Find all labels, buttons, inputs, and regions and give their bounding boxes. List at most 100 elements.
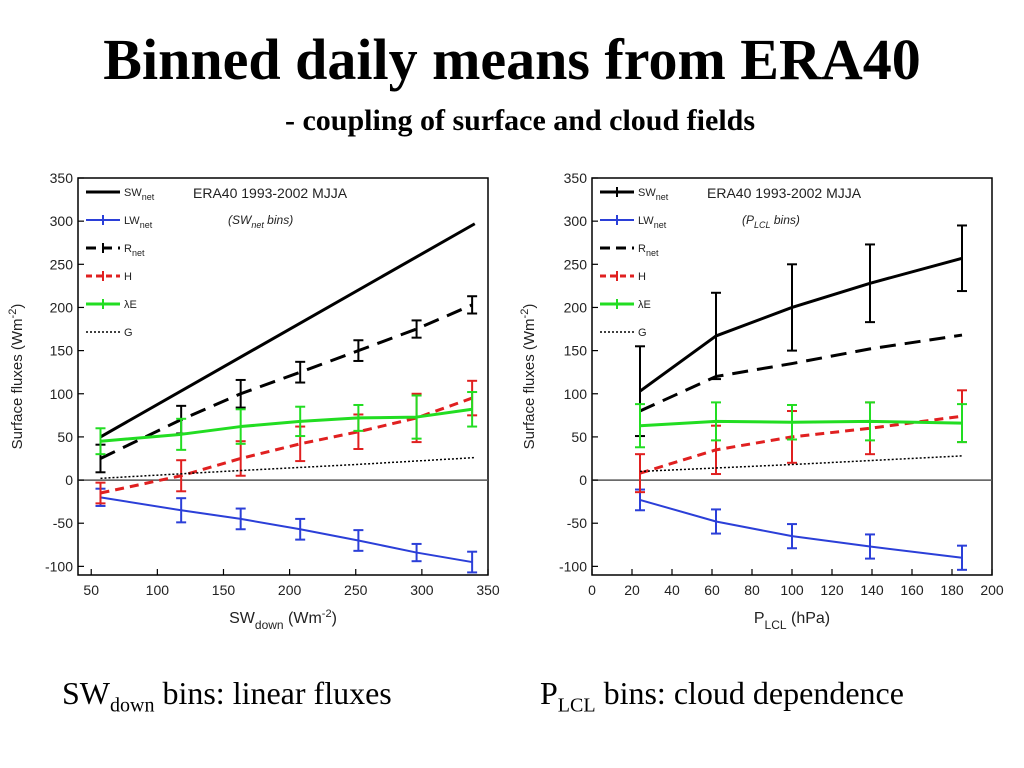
right-chart-ytick-label: 0 bbox=[579, 472, 587, 488]
left-chart-series-lambdae-errorbar bbox=[235, 408, 246, 445]
right-chart-series-swnet-errorbar bbox=[957, 224, 967, 293]
right-chart-series-lwnet-errorbar bbox=[865, 533, 875, 560]
right-chart-series-lwnet-errorbar bbox=[711, 508, 721, 535]
left-chart-ytick-label: 250 bbox=[50, 256, 74, 272]
right-chart-series-lambdae-errorbar bbox=[711, 401, 721, 442]
caption-swdown-rest: bins: linear fluxes bbox=[154, 675, 392, 711]
caption-plcl: PLCL bins: cloud dependence bbox=[540, 675, 904, 717]
right-chart-xtick-label: 180 bbox=[940, 582, 964, 598]
chart-swdown-bins: -100 -50 0 50 100 150 200 250 300 350 50 100 150 200 2… bbox=[7, 170, 500, 632]
right-chart-xtick-label: 40 bbox=[664, 582, 680, 598]
left-chart-series-lambdae-errorbar bbox=[95, 427, 106, 456]
caption-plcl-main: P bbox=[540, 675, 558, 711]
left-chart-ytick-label: -50 bbox=[53, 515, 73, 531]
right-chart-ytick-label: 150 bbox=[564, 343, 588, 359]
right-chart-series-swnet-errorbar bbox=[787, 263, 797, 352]
left-chart-bins-label: (SWnet bins) bbox=[228, 213, 293, 230]
right-chart-ytick-label: -50 bbox=[567, 515, 587, 531]
caption-plcl-sub: LCL bbox=[557, 694, 596, 717]
right-chart-series-lambdae-errorbar bbox=[957, 403, 967, 444]
right-chart-series-lambdae-errorbar bbox=[635, 403, 645, 449]
caption-swdown-sub: down bbox=[110, 694, 155, 717]
right-chart-series-g-legend-label: G bbox=[638, 327, 647, 339]
left-chart-ytick-label: 0 bbox=[65, 472, 73, 488]
left-chart-ylabel: Surface fluxes (Wm-2) bbox=[7, 304, 26, 450]
right-chart-xtick-label: 140 bbox=[860, 582, 884, 598]
left-chart-xtick-label: 50 bbox=[83, 582, 99, 598]
right-chart-ylabel: Surface fluxes (Wm-2) bbox=[519, 304, 538, 450]
page-subtitle: - coupling of surface and cloud fields bbox=[284, 104, 756, 137]
right-chart-series-lwnet-errorbar bbox=[787, 523, 797, 550]
chart-plcl-bins: -100 -50 0 50 100 150 200 250 300 350 0 20 40 60 80 100… bbox=[519, 170, 1004, 632]
left-chart-series-h-errorbar bbox=[176, 459, 187, 493]
right-chart-series-h-errorbar bbox=[635, 453, 645, 494]
caption-swdown: SWdown bins: linear fluxes bbox=[62, 675, 392, 717]
right-chart-xtick-label: 20 bbox=[624, 582, 640, 598]
left-chart-series-lambdae-errorbar bbox=[467, 391, 478, 428]
left-chart-series-rnet-errorbar bbox=[411, 319, 422, 339]
right-chart-series-lambdae-legend-label: λE bbox=[638, 299, 651, 311]
right-chart-series-lwnet-line bbox=[639, 498, 963, 559]
left-chart-ytick-label: -100 bbox=[45, 558, 73, 574]
right-chart-series-lwnet-errorbar bbox=[957, 544, 967, 571]
left-chart-series-rnet-errorbar bbox=[467, 295, 478, 315]
left-chart-plot-frame bbox=[77, 177, 489, 576]
left-chart-series-lwnet-errorbar bbox=[235, 507, 246, 531]
right-chart-xtick-label: 120 bbox=[820, 582, 844, 598]
right-chart-xtick-label: 160 bbox=[900, 582, 924, 598]
left-chart-xtick-label: 250 bbox=[344, 582, 368, 598]
left-chart-series-lambdae-errorbar bbox=[353, 403, 364, 432]
left-chart-series-lwnet-errorbar bbox=[411, 542, 422, 563]
left-chart-series-lambdae-errorbar bbox=[295, 405, 306, 438]
left-chart-ytick-label: 300 bbox=[50, 213, 74, 229]
page-title: Binned daily means from ERA40 bbox=[103, 27, 921, 92]
left-chart-series-lwnet-legend-label: LWnet bbox=[124, 215, 153, 230]
right-chart-xtick-label: 80 bbox=[744, 582, 760, 598]
left-chart-series-rnet-errorbar bbox=[235, 378, 246, 409]
left-chart-series-lwnet-errorbar bbox=[295, 517, 306, 541]
right-chart-ytick-label: 100 bbox=[564, 386, 588, 402]
right-chart-series-lambdae-errorbar bbox=[865, 401, 875, 442]
left-chart-series-lwnet-errorbar bbox=[353, 529, 364, 552]
left-chart-series-lambdae-legend-label: λE bbox=[124, 299, 137, 311]
right-chart-xtick-label: 100 bbox=[780, 582, 804, 598]
left-chart-series-swnet-line bbox=[99, 222, 476, 439]
right-chart-series-rnet-line bbox=[639, 333, 963, 413]
right-chart-ytick-label: 250 bbox=[564, 256, 588, 272]
left-chart-series-g-line bbox=[100, 456, 475, 480]
right-chart-ytick-label: 300 bbox=[564, 213, 588, 229]
right-chart-plot-frame bbox=[591, 177, 993, 576]
left-chart-series-lwnet-errorbar bbox=[176, 497, 187, 524]
left-chart-series-lambdae-errorbar bbox=[411, 394, 422, 440]
left-chart-xtick-label: 150 bbox=[212, 582, 236, 598]
caption-swdown-main: SW bbox=[62, 675, 110, 711]
right-chart-series-h-legend-label: H bbox=[638, 271, 646, 283]
left-chart-series-swnet-legend-label: SWnet bbox=[124, 187, 155, 202]
right-chart-series-swnet-line bbox=[639, 256, 963, 393]
left-chart-ytick-label: 100 bbox=[50, 386, 74, 402]
right-chart-series-lambdae-line bbox=[639, 419, 963, 428]
right-chart-bins-label: (PLCL bins) bbox=[742, 213, 800, 230]
left-chart-series-rnet-errorbar bbox=[353, 339, 364, 362]
left-chart-ytick-label: 350 bbox=[50, 170, 74, 186]
left-chart-series-lwnet-errorbar bbox=[467, 550, 478, 574]
left-chart-xtick-label: 100 bbox=[146, 582, 170, 598]
right-chart-xtick-label: 200 bbox=[980, 582, 1004, 598]
right-chart-series-swnet-legend-label: SWnet bbox=[638, 187, 669, 202]
left-chart-xtick-label: 200 bbox=[278, 582, 302, 598]
right-chart-series-lambdae-errorbar bbox=[787, 403, 797, 441]
left-chart-series-h-errorbar bbox=[95, 481, 106, 505]
right-chart-ytick-label: 200 bbox=[564, 299, 588, 315]
left-chart-ytick-label: 150 bbox=[50, 343, 74, 359]
right-chart-ytick-label: 50 bbox=[571, 429, 587, 445]
right-chart-xtick-label: 0 bbox=[588, 582, 596, 598]
right-chart-header: ERA40 1993-2002 MJJA bbox=[707, 185, 862, 201]
left-chart-xtick-label: 350 bbox=[476, 582, 500, 598]
right-chart-series-g-line bbox=[639, 455, 963, 473]
left-chart-series-g-legend-label: G bbox=[124, 327, 133, 339]
left-chart-ytick-label: 50 bbox=[57, 429, 73, 445]
right-chart-series-swnet-errorbar bbox=[865, 243, 875, 324]
right-chart-xlabel: PLCL (hPa) bbox=[754, 610, 830, 632]
left-chart-header: ERA40 1993-2002 MJJA bbox=[193, 185, 348, 201]
left-chart-ytick-label: 200 bbox=[50, 299, 74, 315]
